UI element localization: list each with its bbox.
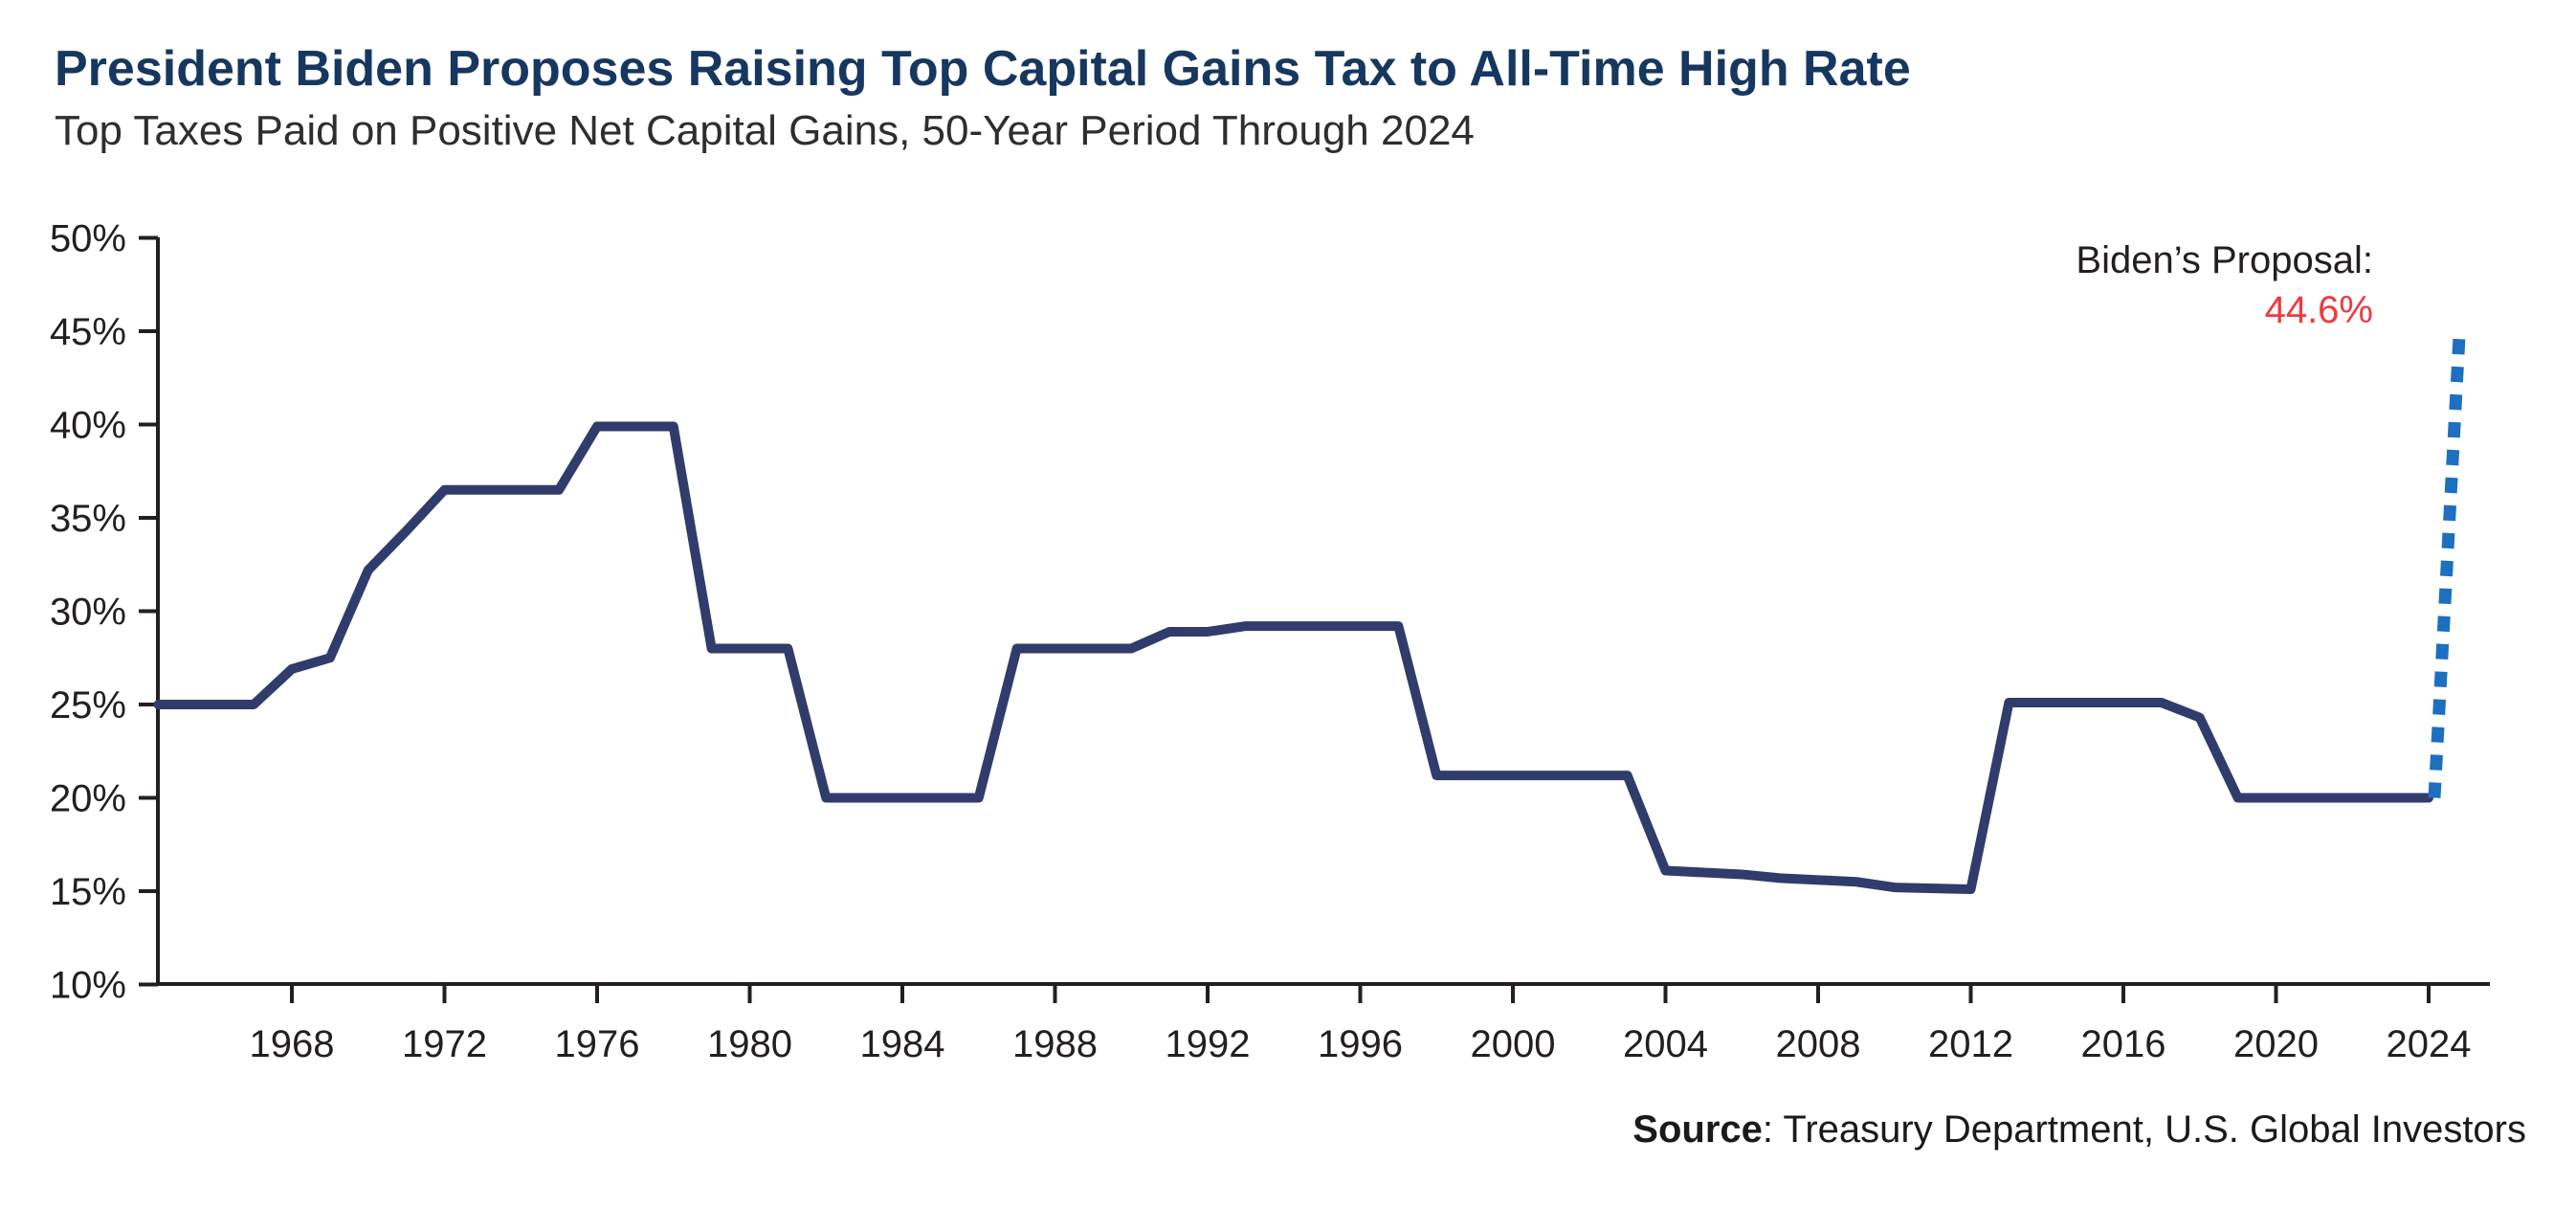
source-note: Source: Treasury Department, U.S. Global… [1632, 1108, 2526, 1152]
x-tick-label: 1968 [250, 1023, 335, 1065]
y-tick-label: 45% [50, 311, 126, 353]
x-tick-label: 1992 [1166, 1023, 1251, 1065]
y-tick-label: 20% [50, 778, 126, 820]
y-tick-label: 50% [50, 218, 126, 260]
proposal-annotation: Biden’s Proposal: 44.6% [2076, 235, 2373, 335]
x-tick-label: 1988 [1012, 1023, 1098, 1065]
x-tick-label: 2008 [1776, 1023, 1861, 1065]
axis-spines [156, 237, 2490, 986]
y-tick-label: 35% [50, 498, 126, 540]
y-tick-label: 25% [50, 684, 126, 727]
x-tick-label: 1972 [402, 1023, 487, 1065]
x-tick-label: 2020 [2233, 1023, 2319, 1065]
chart-title: President Biden Proposes Raising Top Cap… [55, 41, 1911, 97]
y-tick-label: 40% [50, 405, 126, 447]
chart-subtitle: Top Taxes Paid on Positive Net Capital G… [55, 107, 1475, 154]
x-tick-label: 2012 [1928, 1023, 2013, 1065]
y-axis-ticks: 10% 15% 20% 25% 30% 35% 40% 45% 50% [50, 218, 158, 1007]
x-tick-label: 2000 [1471, 1023, 1556, 1065]
source-label: Source [1632, 1108, 1763, 1151]
proposal-dashed-line [2428, 338, 2466, 798]
source-text: : Treasury Department, U.S. Global Inves… [1762, 1108, 2526, 1151]
x-tick-label: 2016 [2081, 1023, 2166, 1065]
data-series [153, 338, 2466, 895]
historical-rate-line [153, 421, 2433, 895]
y-tick-label: 15% [50, 871, 126, 913]
x-tick-label: 1980 [707, 1023, 792, 1065]
proposal-annotation-label: Biden’s Proposal: [2076, 239, 2373, 281]
x-tick-label: 2024 [2387, 1023, 2472, 1065]
x-axis-ticks: 1968 1972 1976 1980 1984 1988 1992 1996 2000 2004… [250, 984, 2472, 1065]
proposal-annotation-value: 44.6% [2264, 289, 2373, 331]
x-tick-label: 1996 [1318, 1023, 1403, 1065]
x-tick-label: 1976 [555, 1023, 640, 1065]
axes [156, 237, 2490, 986]
x-tick-label: 2004 [1623, 1023, 1708, 1065]
y-tick-label: 30% [50, 592, 126, 634]
x-tick-label: 1984 [860, 1023, 945, 1065]
y-tick-label: 10% [50, 965, 126, 1007]
